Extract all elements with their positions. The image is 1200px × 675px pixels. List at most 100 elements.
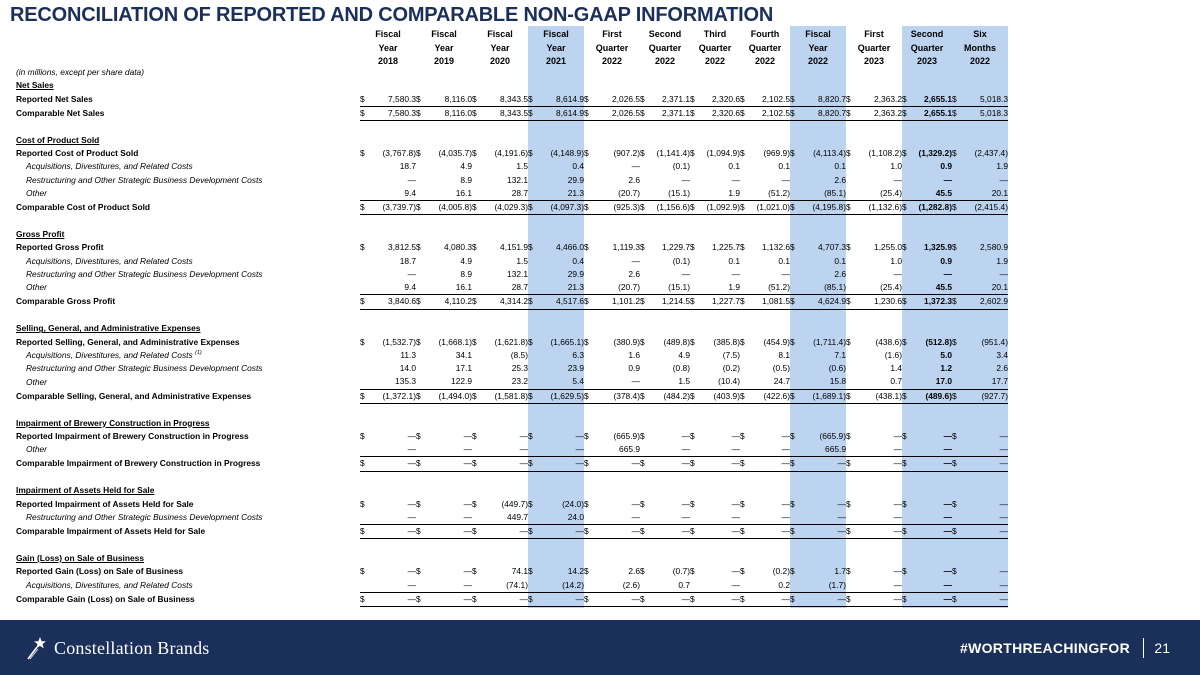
table-cell: 7.1	[834, 349, 846, 360]
table-cell	[961, 484, 1008, 497]
column-header-line: Quarter	[698, 42, 732, 53]
shaded-column	[528, 26, 584, 608]
table-cell: (1,329.2)	[918, 148, 952, 158]
column-header: Six Months 2022	[952, 28, 1008, 69]
table-cell	[593, 121, 640, 134]
dollar-sign	[640, 579, 649, 593]
table-cell: —	[781, 498, 790, 509]
dollar-sign	[640, 511, 649, 525]
dollar-sign	[528, 375, 537, 389]
dollar-sign	[690, 552, 699, 565]
table-cell: (25.4)	[880, 282, 902, 292]
dollar-sign	[528, 484, 537, 497]
dollar-sign: $	[952, 591, 961, 608]
table-cell: (1.6)	[884, 349, 902, 360]
dollar-sign	[790, 174, 799, 187]
table-cell	[369, 309, 416, 322]
dollar-sign: $	[952, 93, 957, 104]
dollar-sign	[846, 322, 855, 335]
table-cell: (14.2)	[562, 579, 584, 590]
table-cell: —	[855, 591, 902, 608]
table-cell	[593, 552, 640, 565]
table-row: Impairment of Brewery Construction in Pr…	[16, 417, 1008, 430]
dollar-sign	[416, 228, 425, 241]
dollar-sign: $	[416, 93, 421, 104]
table-cell: —	[781, 511, 790, 522]
table-cell	[699, 403, 740, 416]
dollar-sign	[902, 309, 911, 322]
table-cell	[537, 484, 584, 497]
table-cell: —	[407, 174, 416, 185]
dollar-sign	[472, 228, 481, 241]
dollar-sign: $	[584, 498, 589, 509]
dollar-sign	[360, 484, 369, 497]
dollar-sign	[902, 79, 911, 92]
dollar-sign	[952, 121, 961, 134]
dollar-sign: $	[740, 498, 745, 509]
hashtag: #WORTHREACHINGFOR	[960, 640, 1130, 656]
table-cell: —	[943, 498, 952, 509]
dollar-sign	[584, 255, 593, 268]
dollar-sign	[902, 403, 911, 416]
table-cell: 665.9	[619, 444, 640, 454]
table-cell: 1,132.6	[762, 242, 790, 253]
dollar-sign	[690, 349, 699, 362]
dollar-sign	[846, 187, 855, 201]
table-row	[16, 215, 1008, 228]
table-cell: —	[999, 579, 1008, 590]
dollar-sign	[790, 349, 799, 362]
table-cell: (1,108.2)	[868, 148, 902, 158]
table-cell: 18.7	[399, 255, 416, 266]
row-label	[16, 121, 360, 134]
table-cell	[537, 121, 584, 134]
table-cell	[537, 417, 584, 430]
table-cell: (0.1)	[672, 255, 690, 266]
table-row: Restructuring and Other Strategic Busine…	[16, 268, 1008, 281]
dollar-sign	[360, 349, 369, 362]
table-cell	[593, 215, 640, 228]
dollar-sign	[846, 121, 855, 134]
table-cell	[749, 484, 790, 497]
dollar-sign	[690, 511, 699, 525]
table-row: Reported Cost of Product Sold $ (3,767.8) $…	[16, 147, 1008, 160]
dollar-sign: $	[528, 336, 533, 347]
dollar-sign	[952, 322, 961, 335]
table-cell: 3,840.6	[369, 294, 416, 310]
dollar-sign	[902, 281, 911, 295]
dollar-sign: $	[846, 388, 855, 404]
table-cell: 4,151.9	[500, 242, 528, 253]
table-cell: —	[649, 523, 690, 540]
row-label-text: Comparable Net Sales	[16, 107, 105, 118]
dollar-sign	[416, 471, 425, 484]
column-header-line: Second	[648, 29, 682, 39]
dollar-sign	[902, 187, 911, 201]
table-cell: 34.1	[455, 349, 472, 360]
table-cell	[911, 79, 952, 92]
row-label-text: Reported Impairment of Assets Held for S…	[16, 498, 194, 509]
dollar-sign: $	[528, 498, 533, 509]
table-cell	[911, 403, 952, 416]
table-cell: 5.0	[940, 349, 952, 360]
dollar-sign	[846, 417, 855, 430]
table-cell	[911, 552, 952, 565]
table-row: Restructuring and Other Strategic Busine…	[16, 362, 1008, 375]
table-cell: (1,494.0)	[425, 388, 472, 404]
column-header-line: 2022	[969, 56, 991, 66]
table-cell	[961, 471, 1008, 484]
table-cell: (4,005.8)	[425, 199, 472, 216]
dollar-sign	[690, 268, 699, 281]
table-cell	[481, 322, 528, 335]
dollar-sign: $	[472, 148, 477, 158]
table-cell	[537, 134, 584, 147]
dollar-sign	[640, 309, 649, 322]
table-cell: —	[369, 591, 416, 608]
dollar-sign	[740, 484, 749, 497]
table-cell: (4,113.4)	[813, 148, 846, 158]
dollar-sign: $	[416, 591, 425, 608]
table-cell: (4,097.3)	[537, 199, 584, 216]
dollar-sign	[952, 187, 961, 201]
dollar-sign: $	[584, 566, 589, 577]
table-cell: 4.9	[460, 255, 472, 266]
row-label-text: Reported Cost of Product Sold	[16, 148, 139, 158]
dollar-sign	[528, 215, 537, 228]
